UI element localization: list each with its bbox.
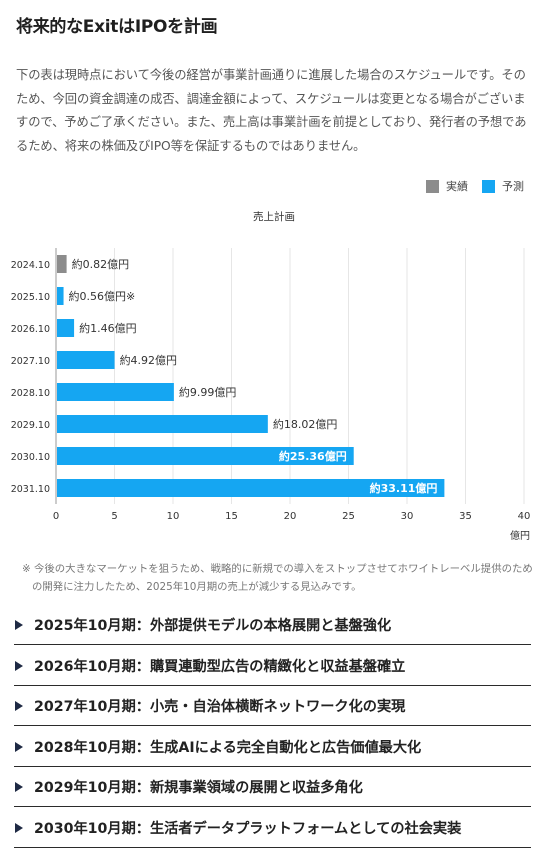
x-tick-label: 25 bbox=[342, 511, 355, 522]
sales-plan-chart: 売上計画 0 5 10 15 20 25 30 35 40 億円 2024.10 約0.82億円 2025… bbox=[11, 210, 531, 542]
milestone-label: 2028年10月期：生成AIによる完全自動化と広告価値最大化 bbox=[34, 739, 422, 756]
milestone-label: 2026年10月期：購買連動型広告の精緻化と収益基盤確立 bbox=[34, 658, 406, 675]
bar-data-label: 約4.92億円 bbox=[120, 353, 177, 367]
bar bbox=[57, 383, 174, 401]
milestone-item[interactable]: 2028年10月期：生成AIによる完全自動化と広告価値最大化 bbox=[14, 728, 531, 767]
y-tick-label: 2026.10 bbox=[11, 324, 50, 335]
legend-actual-label: 実績 bbox=[446, 180, 468, 193]
triangle-right-icon bbox=[15, 620, 23, 630]
legend-actual: 実績 bbox=[426, 178, 468, 194]
page-title: 将来的なExitはIPOを計画 bbox=[16, 17, 218, 37]
bar-data-label: 約33.11億円 bbox=[370, 481, 438, 495]
x-axis-label: 億円 bbox=[510, 529, 530, 542]
bar bbox=[57, 447, 354, 465]
milestone-label: 2029年10月期：新規事業領域の展開と収益多角化 bbox=[34, 780, 363, 797]
legend-forecast: 予測 bbox=[482, 178, 524, 194]
bar-data-label: 約1.46億円 bbox=[79, 321, 137, 335]
legend-forecast-swatch bbox=[482, 179, 495, 193]
milestone-item[interactable]: 2030年10月期：生活者データプラットフォームとしての社会実装 bbox=[14, 809, 531, 848]
bar-data-label: 約25.36億円 bbox=[279, 449, 347, 463]
milestone-list: 2025年10月期：外部提供モデルの本格展開と基盤強化 2026年10月期：購買連… bbox=[14, 606, 531, 850]
triangle-right-icon bbox=[15, 701, 23, 712]
legend-forecast-label: 予測 bbox=[502, 180, 524, 193]
x-tick-label: 40 bbox=[518, 511, 531, 522]
milestone-item[interactable]: 2026年10月期：購買連動型広告の精緻化と収益基盤確立 bbox=[14, 647, 531, 686]
y-tick-label: 2030.10 bbox=[11, 452, 50, 463]
triangle-right-icon bbox=[15, 741, 23, 752]
bar bbox=[57, 351, 115, 369]
x-tick-label: 10 bbox=[167, 511, 180, 522]
bar-data-label: 約9.99億円 bbox=[179, 385, 237, 399]
milestone-label: 2025年10月期：外部提供モデルの本格展開と基盤強化 bbox=[34, 618, 392, 634]
y-tick-label: 2029.10 bbox=[11, 420, 50, 431]
y-tick-label: 2028.10 bbox=[11, 388, 50, 399]
x-tick-label: 20 bbox=[284, 511, 297, 522]
triangle-right-icon bbox=[15, 822, 23, 833]
bar-data-label: 約18.02億円 bbox=[273, 417, 338, 431]
y-tick-label: 2031.10 bbox=[11, 484, 50, 495]
bar bbox=[57, 287, 64, 305]
intro-text: 下の表は現時点において今後の経営が事業計画通りに進展した場合のスケジュールです。… bbox=[16, 68, 527, 153]
x-tick-label: 0 bbox=[53, 511, 59, 522]
milestone-item[interactable]: 2027年10月期：小売・自治体横断ネットワーク化の実現 bbox=[14, 687, 531, 727]
chart-legend: 実績 予測 bbox=[412, 178, 524, 194]
x-tick-label: 15 bbox=[225, 511, 238, 522]
milestone-label: 2027年10月期：小売・自治体横断ネットワーク化の実現 bbox=[34, 699, 406, 716]
chart-title: 売上計画 bbox=[253, 210, 295, 223]
y-tick-label: 2024.10 bbox=[11, 260, 50, 271]
milestone-label: 2030年10月期：生活者データプラットフォームとしての社会実装 bbox=[34, 820, 462, 837]
chart-footnote: ※ 今後の大きなマーケットを狙うため、戦略的に新規での導入をストップさせてホワイ… bbox=[22, 563, 533, 593]
triangle-right-icon bbox=[15, 660, 23, 671]
milestone-item[interactable]: 2029年10月期：新規事業領域の展開と収益多角化 bbox=[14, 768, 531, 808]
legend-actual-swatch bbox=[426, 179, 439, 193]
bar bbox=[57, 479, 445, 497]
triangle-right-icon bbox=[15, 782, 23, 793]
x-tick-label: 30 bbox=[401, 511, 414, 522]
y-tick-label: 2027.10 bbox=[11, 356, 50, 367]
milestone-item[interactable]: 2025年10月期：外部提供モデルの本格展開と基盤強化 bbox=[14, 606, 531, 645]
x-tick-label: 5 bbox=[111, 511, 117, 522]
x-tick-label: 35 bbox=[459, 511, 472, 522]
bar bbox=[57, 319, 75, 337]
y-tick-label: 2025.10 bbox=[11, 292, 50, 303]
bar bbox=[57, 255, 67, 273]
bar-data-label: 約0.56億円※ bbox=[69, 289, 136, 303]
bar bbox=[57, 415, 268, 433]
bar-data-label: 約0.82億円 bbox=[72, 257, 129, 271]
